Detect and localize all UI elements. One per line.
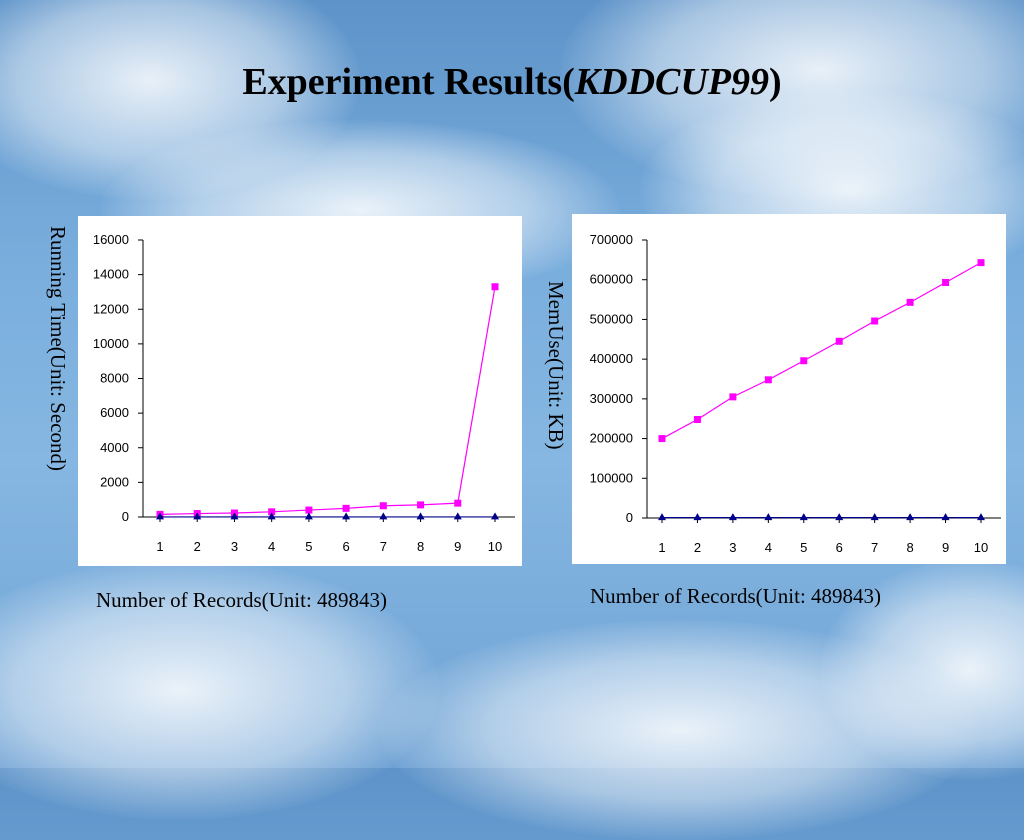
- chart1-x-tick-label: 6: [342, 539, 349, 554]
- chart1-x-tick-label: 5: [305, 539, 312, 554]
- title-main: Experiment Results(: [242, 61, 575, 103]
- title-dataset: KDDCUP99: [574, 61, 770, 103]
- chart1-x-tick-label: 2: [194, 539, 201, 554]
- chart1-x-tick-label: 4: [268, 539, 275, 554]
- chart1-series-2-point: [491, 512, 499, 520]
- chart1-y-tick-label: 2000: [100, 474, 129, 489]
- chart2-ylabel: MemUse(Unit: KB): [544, 281, 568, 450]
- chart2-y-tick-label: 500000: [590, 311, 633, 326]
- chart1-series-1-line: [159, 286, 496, 516]
- chart2-y-tick-label: 600000: [590, 272, 633, 287]
- chart1-series-1-point: [379, 502, 387, 510]
- chart1-ylabel: Running Time(Unit: Second): [46, 226, 70, 472]
- chart2-series-1-point: [658, 435, 666, 443]
- chart1-series-1-point: [305, 506, 313, 514]
- chart2-x-tick-label: 6: [836, 540, 843, 555]
- chart2-x-tick-label: 10: [974, 540, 988, 555]
- chart1-series-1-point: [491, 283, 499, 291]
- memory-use-chart: 0 100000 200000 300000 400000 500000 600000 700…: [590, 232, 1001, 555]
- chart2-series-1-point: [942, 278, 950, 286]
- chart1-series-1-point: [454, 499, 462, 507]
- chart1-x-tick-label: 8: [417, 539, 424, 554]
- chart2-series-1-point: [871, 317, 879, 325]
- chart2-series-1-point: [835, 337, 843, 345]
- chart2-panel: 0 100000 200000 300000 400000 500000 600000 700…: [572, 214, 1006, 564]
- chart2-series-2-point: [977, 513, 985, 521]
- chart1-y-tick-label: 10000: [93, 336, 129, 351]
- chart2-x-tick-label: 4: [765, 540, 772, 555]
- chart1-y-tick-label: 12000: [93, 301, 129, 316]
- chart1-y-tick-label: 14000: [93, 267, 129, 282]
- chart2-series-2-point: [728, 513, 737, 521]
- chart2-x-tick-label: 1: [658, 540, 665, 555]
- chart1-x-tick-label: 1: [156, 539, 163, 554]
- title-close: ): [769, 61, 782, 103]
- chart1-series-2-point: [230, 512, 239, 520]
- chart2-series-1-point: [729, 393, 737, 401]
- chart2-y-tick-label: 200000: [590, 431, 633, 446]
- chart1-y-tick-label: 0: [122, 509, 129, 524]
- chart2-series-1-point: [800, 357, 808, 365]
- chart1-x-tick-label: 10: [488, 539, 502, 554]
- chart1-series-2-point: [304, 512, 313, 520]
- chart1-x-tick-label: 9: [454, 539, 461, 554]
- chart1-series-2-point: [156, 512, 164, 520]
- running-time-chart: 0 2000 4000 6000 8000 10000 12000 14000 16000 1 2 3…: [93, 232, 515, 554]
- chart2-x-tick-label: 2: [694, 540, 701, 555]
- chart1-y-tick-label: 8000: [100, 371, 129, 386]
- chart2-series-2-point: [693, 513, 702, 521]
- chart2-series-1-line: [661, 262, 982, 440]
- chart2-y-tick-label: 100000: [590, 470, 633, 485]
- chart1-x-tick-label: 7: [380, 539, 387, 554]
- chart1-series-1-point: [268, 508, 276, 516]
- chart2-y-tick-label: 400000: [590, 351, 633, 366]
- chart1-series-1-point: [342, 504, 350, 512]
- chart1-series-2-point: [379, 512, 388, 520]
- chart2-y-tick-label: 0: [626, 510, 633, 525]
- chart2-series-1-point: [906, 298, 914, 306]
- chart2-x-tick-label: 8: [906, 540, 913, 555]
- chart2-series-2-point: [906, 513, 915, 521]
- chart2-series-1-point: [693, 416, 701, 424]
- chart1-series-2-point: [193, 512, 202, 520]
- chart1-xlabel: Number of Records(Unit: 489843): [96, 588, 388, 612]
- slide-title: Experiment Results(KDDCUP99): [0, 60, 1024, 104]
- chart2-series-2-point: [764, 513, 773, 521]
- chart1-y-tick-label: 4000: [100, 440, 129, 455]
- chart1-series-2-point: [453, 512, 462, 520]
- chart2-xlabel: Number of Records(Unit: 489843): [590, 584, 882, 608]
- chart2-x-tick-label: 9: [942, 540, 949, 555]
- chart1-series-2-point: [416, 512, 425, 520]
- chart2-series-1-point: [764, 376, 772, 384]
- chart2-x-tick-label: 3: [729, 540, 736, 555]
- chart2-x-tick-label: 7: [871, 540, 878, 555]
- chart2-series-2-point: [835, 513, 844, 521]
- chart2-series-1-point: [977, 259, 985, 267]
- chart1-series-1-point: [417, 501, 425, 509]
- chart1-series-2-point: [267, 512, 276, 520]
- chart2-x-tick-label: 5: [800, 540, 807, 555]
- chart1-panel: 0 2000 4000 6000 8000 10000 12000 14000 16000 1 2 3…: [78, 216, 522, 566]
- chart2-series-2-point: [941, 513, 950, 521]
- chart2-y-tick-label: 700000: [590, 232, 633, 247]
- chart1-series-2-point: [342, 512, 351, 520]
- chart1-x-tick-label: 3: [231, 539, 238, 554]
- chart1-y-tick-label: 6000: [100, 405, 129, 420]
- chart2-series-2-point: [799, 513, 808, 521]
- chart2-series-2-point: [658, 513, 666, 521]
- chart2-y-tick-label: 300000: [590, 391, 633, 406]
- chart2-series-2-point: [870, 513, 879, 521]
- chart1-y-tick-label: 16000: [93, 232, 129, 247]
